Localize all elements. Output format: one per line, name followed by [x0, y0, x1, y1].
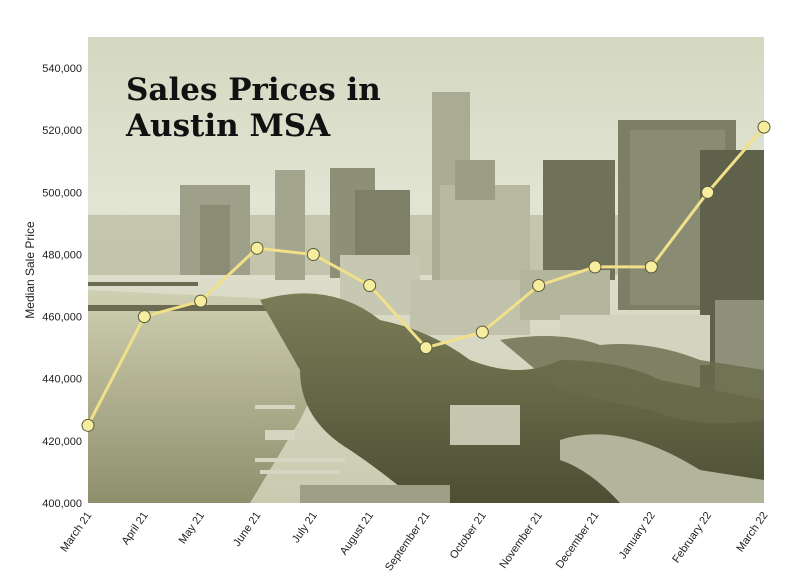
background-photo — [88, 37, 764, 503]
x-tick-label: December 21 — [554, 510, 602, 571]
x-ticks: March 21 April 21 May 21 June 21 July 21 Augu… — [58, 510, 770, 573]
y-tick-label: 400,000 — [42, 498, 82, 510]
data-point — [363, 279, 377, 293]
x-tick-label: June 21 — [231, 510, 263, 549]
y-tick-label: 440,000 — [42, 374, 82, 386]
data-point — [532, 279, 546, 293]
data-point — [757, 120, 771, 134]
data-point — [475, 325, 489, 339]
x-tick-label: October 21 — [448, 510, 489, 561]
data-point — [306, 247, 320, 261]
data-point — [588, 260, 602, 274]
x-tick-label: March 21 — [58, 510, 94, 554]
y-tick-label: 420,000 — [42, 436, 82, 448]
data-point — [250, 241, 264, 255]
x-tick-label: November 21 — [497, 510, 545, 571]
y-axis-label: Median Sale Price — [23, 221, 37, 319]
y-tick-label: 460,000 — [42, 312, 82, 324]
y-tick-label: 500,000 — [42, 187, 82, 199]
data-point — [137, 310, 151, 324]
x-tick-label: July 21 — [290, 510, 320, 545]
x-tick-label: August 21 — [338, 510, 376, 557]
chart-title-line-1: Sales Prices in — [126, 72, 381, 108]
y-tick-label: 480,000 — [42, 249, 82, 261]
x-tick-label: March 22 — [734, 510, 770, 554]
chart-title: Sales Prices in Austin MSA — [126, 72, 381, 144]
series-median-sale-price — [81, 120, 771, 432]
x-tick-label: May 21 — [177, 510, 208, 546]
x-tick-label: January 22 — [617, 510, 658, 561]
data-point — [701, 185, 715, 199]
data-point — [81, 418, 95, 432]
x-tick-label: February 22 — [670, 510, 714, 565]
data-point — [194, 294, 208, 308]
x-tick-label: April 21 — [120, 510, 151, 547]
y-ticks: 400,000 420,000 440,000 460,000 480,000 500,0… — [42, 63, 82, 510]
data-point — [419, 341, 433, 355]
y-tick-label: 540,000 — [42, 63, 82, 75]
y-tick-label: 520,000 — [42, 125, 82, 137]
x-tick-label: September 21 — [383, 510, 432, 573]
chart-title-line-2: Austin MSA — [126, 108, 331, 144]
data-point — [644, 260, 658, 274]
